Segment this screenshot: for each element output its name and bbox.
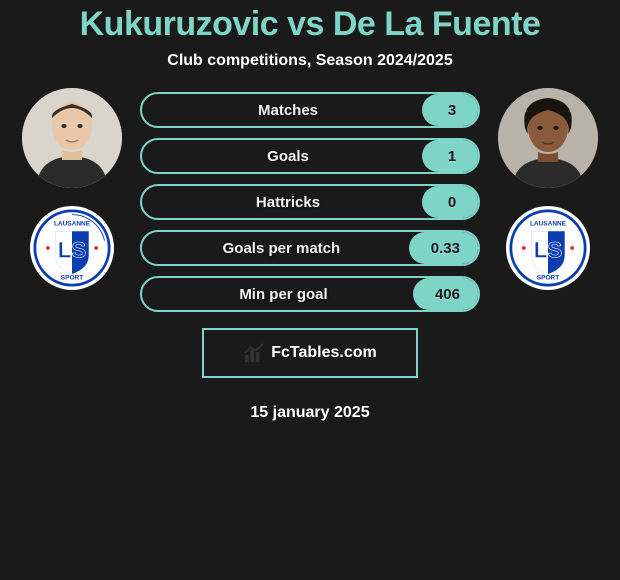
stat-left-spacer [142,94,154,126]
stat-value: 406 [413,278,478,310]
comparison-card: Kukuruzovic vs De La Fuente Club competi… [0,0,620,580]
svg-text:LAUSANNE: LAUSANNE [530,221,567,228]
subtitle: Club competitions, Season 2024/2025 [167,52,452,70]
person-icon [498,88,598,188]
stat-row-matches: Matches 3 [140,92,480,128]
right-column: LAUSANNE SPORT LS [498,88,598,290]
stat-label: Goals per match [154,240,409,257]
stat-row-goals: Goals 1 [140,138,480,174]
stats-column: Matches 3 Goals 1 Hattricks 0 Goals per … [140,88,480,422]
stat-left-spacer [142,186,154,218]
date-label: 15 january 2025 [140,404,480,422]
stat-row-min-per-goal: Min per goal 406 [140,276,480,312]
right-player-avatar [498,88,598,188]
main-row: LAUSANNE SPORT LS Matches 3 Goals [0,88,620,422]
right-club-badge: LAUSANNE SPORT LS [506,206,590,290]
brand-label: FcTables.com [271,344,377,362]
stat-value: 0.33 [409,232,478,264]
stat-value: 1 [422,140,478,172]
stat-label: Matches [154,102,422,119]
club-crest-icon: LAUSANNE SPORT LS [509,209,587,287]
stat-row-goals-per-match: Goals per match 0.33 [140,230,480,266]
left-player-avatar [22,88,122,188]
svg-text:SPORT: SPORT [537,275,559,282]
svg-text:LAUSANNE: LAUSANNE [54,221,91,228]
brand-box[interactable]: FcTables.com [202,328,418,378]
left-column: LAUSANNE SPORT LS [22,88,122,290]
stat-label: Hattricks [154,194,422,211]
stat-row-hattricks: Hattricks 0 [140,184,480,220]
stat-left-spacer [142,278,154,310]
svg-text:SPORT: SPORT [61,275,83,282]
stat-value: 0 [422,186,478,218]
stat-label: Min per goal [154,286,413,303]
bar-chart-icon [243,342,265,364]
svg-text:LS: LS [534,237,562,262]
stat-value: 3 [422,94,478,126]
person-icon [22,88,122,188]
club-crest-icon: LAUSANNE SPORT LS [33,209,111,287]
stat-left-spacer [142,140,154,172]
page-title: Kukuruzovic vs De La Fuente [80,5,541,44]
stat-left-spacer [142,232,154,264]
stat-label: Goals [154,148,422,165]
svg-text:LS: LS [58,237,86,262]
left-club-badge: LAUSANNE SPORT LS [30,206,114,290]
